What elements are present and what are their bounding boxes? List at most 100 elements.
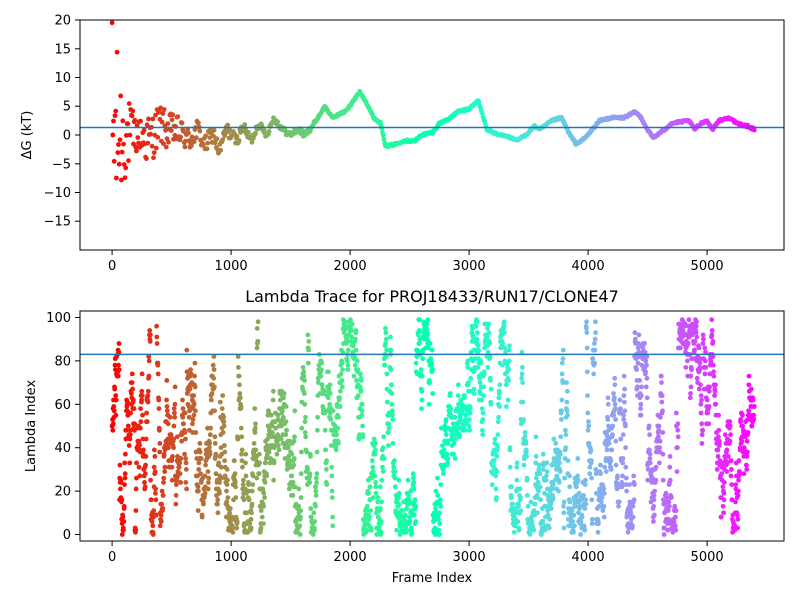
- lambda-point: [382, 362, 388, 368]
- lambda-point: [578, 532, 583, 537]
- lambda-point: [470, 334, 476, 340]
- lambda-point: [242, 486, 248, 492]
- lambda-point: [514, 477, 520, 483]
- lambda-point: [270, 430, 275, 435]
- lambda-point: [191, 401, 197, 407]
- lambda-point: [751, 412, 756, 418]
- delta-g-point: [151, 150, 157, 156]
- lambda-point: [139, 397, 145, 403]
- lambda-point: [190, 421, 195, 427]
- lambda-point: [344, 339, 350, 344]
- lambda-point: [509, 506, 515, 511]
- lambda-point: [746, 408, 751, 414]
- lambda-point: [633, 336, 638, 342]
- lambda-point: [241, 477, 246, 483]
- lambda-point: [149, 519, 155, 524]
- lambda-point: [199, 514, 205, 520]
- lambda-point: [584, 326, 589, 331]
- lambda-point: [243, 451, 249, 457]
- lambda-point: [455, 393, 461, 398]
- lambda-point: [721, 480, 727, 485]
- y-tick: 20: [54, 485, 80, 500]
- delta-g-point: [197, 128, 203, 134]
- lambda-point: [542, 527, 548, 533]
- delta-g-point: [249, 139, 255, 145]
- lambda-point: [638, 393, 644, 398]
- lambda-point: [215, 497, 221, 503]
- lambda-point: [623, 475, 629, 481]
- lambda-point: [372, 451, 378, 457]
- lambda-point: [592, 347, 598, 353]
- lambda-point: [344, 358, 350, 364]
- lambda-point: [746, 382, 752, 388]
- lambda-point: [560, 380, 566, 385]
- lambda-point: [319, 360, 324, 366]
- lambda-point: [139, 371, 145, 377]
- lambda-point: [565, 412, 570, 418]
- lambda-point: [380, 445, 386, 451]
- lambda-point: [388, 367, 394, 372]
- lambda-point: [547, 516, 553, 522]
- delta-g-point: [122, 175, 128, 181]
- lambda-point: [647, 451, 653, 457]
- lambda-point: [713, 382, 718, 388]
- y-tick-label: 0: [63, 528, 71, 543]
- lambda-point: [591, 371, 597, 377]
- lambda-point: [635, 384, 641, 390]
- lambda-point: [652, 512, 657, 518]
- lambda-point: [709, 317, 715, 323]
- lambda-point: [183, 436, 188, 442]
- delta-g-point: [132, 117, 138, 123]
- lambda-point: [289, 473, 295, 479]
- delta-g-point: [148, 131, 154, 137]
- lambda-point: [529, 519, 535, 524]
- lambda-point: [202, 490, 208, 496]
- lambda-point: [443, 417, 449, 422]
- delta-g-point: [214, 136, 220, 142]
- lambda-point: [693, 330, 699, 336]
- lambda-point: [590, 356, 596, 362]
- delta-g-point: [119, 149, 125, 155]
- lambda-point: [206, 475, 212, 481]
- lambda-point: [711, 369, 716, 375]
- lambda-x-axis-label: Frame Index: [392, 571, 473, 586]
- lambda-point: [383, 354, 389, 359]
- lambda-point: [572, 523, 577, 529]
- lambda-point: [744, 454, 750, 459]
- lambda-point: [138, 406, 144, 411]
- lambda-point: [323, 447, 329, 453]
- lambda-point: [264, 473, 270, 479]
- delta-g-point: [218, 147, 224, 153]
- lambda-point: [396, 490, 402, 496]
- lambda-point: [625, 529, 631, 535]
- lambda-point: [438, 482, 444, 487]
- lambda-point: [311, 510, 317, 516]
- lambda-point: [353, 347, 359, 353]
- lambda-point: [639, 384, 644, 390]
- lambda-point: [613, 417, 618, 422]
- lambda-point: [553, 441, 559, 446]
- lambda-point: [184, 347, 190, 353]
- lambda-point: [239, 434, 245, 440]
- lambda-point: [703, 349, 708, 355]
- lambda-point: [262, 480, 268, 485]
- delta-g-point: [203, 133, 209, 139]
- lambda-point: [297, 523, 303, 529]
- delta-g-point: [135, 135, 141, 141]
- lambda-point: [153, 497, 159, 503]
- lambda-point: [177, 471, 183, 477]
- lambda-point: [714, 467, 720, 472]
- lambda-point: [716, 412, 721, 418]
- lambda-point: [715, 454, 721, 459]
- lambda-point: [157, 449, 163, 455]
- lambda-point: [126, 443, 132, 448]
- lambda-point: [665, 527, 671, 533]
- lambda-point: [232, 480, 238, 485]
- lambda-point: [217, 480, 223, 485]
- lambda-point: [507, 445, 513, 451]
- lambda-point: [520, 399, 526, 405]
- delta-g-point: [109, 20, 115, 26]
- y-tick-label: 0: [63, 129, 71, 144]
- lambda-point: [240, 464, 245, 470]
- lambda-point: [121, 503, 127, 509]
